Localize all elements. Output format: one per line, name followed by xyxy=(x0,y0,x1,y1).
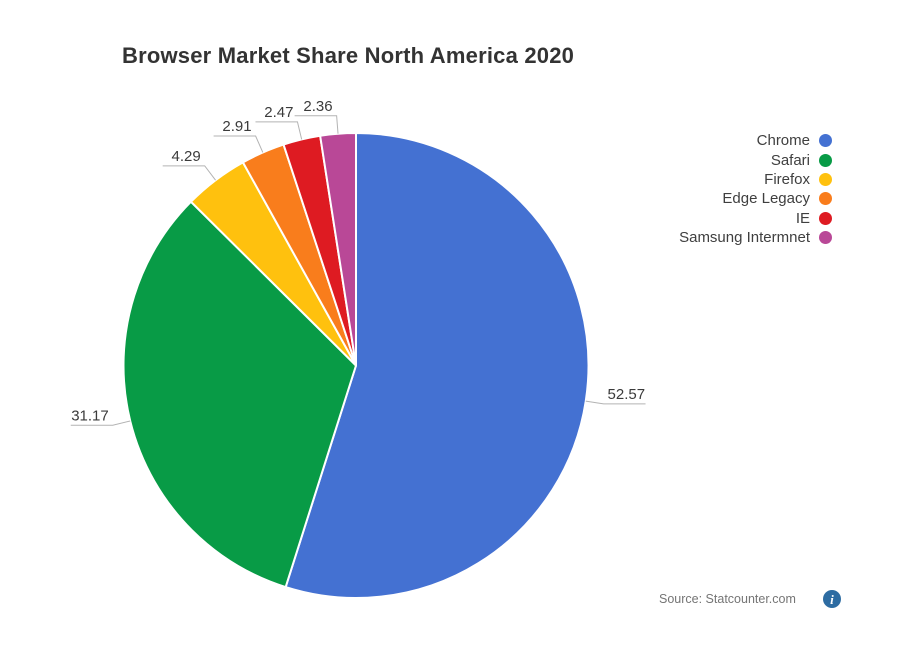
label-leader-line-chrome xyxy=(585,400,646,405)
info-icon[interactable]: i xyxy=(822,590,841,608)
legend-marker-safari xyxy=(819,153,832,167)
source-text: Source: Statcounter.com xyxy=(659,592,796,606)
label-leader-line-safari xyxy=(70,420,131,426)
legend-item-chrome[interactable]: Chrome xyxy=(679,131,832,150)
legend-marker-samsung-intermnet xyxy=(819,231,832,245)
legend-label-samsung-intermnet: Samsung Intermnet xyxy=(679,229,810,247)
legend-label-edge-legacy: Edge Legacy xyxy=(722,190,810,208)
label-leader-line-firefox xyxy=(162,165,216,181)
legend-item-edge-legacy[interactable]: Edge Legacy xyxy=(679,189,832,208)
legend-label-firefox: Firefox xyxy=(764,170,810,188)
label-leader-line-ie xyxy=(255,121,303,140)
pie-slice-safari[interactable] xyxy=(122,200,357,589)
legend-marker-ie xyxy=(819,211,832,225)
legend-label-chrome: Chrome xyxy=(756,132,810,150)
label-leader-line-samsung-intermnet xyxy=(294,115,339,134)
legend-item-samsung-intermnet[interactable]: Samsung Intermnet xyxy=(679,228,832,247)
source-note: Source: Statcounter.com i xyxy=(659,590,841,608)
legend: Chrome Safari Firefox Edge Legacy IE Samsung … xyxy=(679,131,832,247)
legend-marker-firefox xyxy=(819,172,832,186)
slice-value-label-samsung-intermnet: 2.36 xyxy=(303,98,332,115)
slice-value-label-edge-legacy: 2.91 xyxy=(222,118,251,135)
slice-value-label-safari: 31.17 xyxy=(71,407,109,424)
legend-marker-edge-legacy xyxy=(819,192,832,206)
legend-item-safari[interactable]: Safari xyxy=(679,150,832,169)
legend-item-ie[interactable]: IE xyxy=(679,209,832,228)
legend-label-safari: Safari xyxy=(770,151,810,169)
label-leader-line-edge-legacy xyxy=(213,135,264,153)
legend-marker-chrome xyxy=(819,134,832,148)
slice-value-label-ie: 2.47 xyxy=(264,104,293,121)
legend-label-ie: IE xyxy=(795,209,810,227)
legend-item-firefox[interactable]: Firefox xyxy=(679,170,832,189)
slice-value-label-chrome: 52.57 xyxy=(608,386,646,403)
chart-title: Browser Market Share North America 2020 xyxy=(122,43,575,68)
slice-value-label-firefox: 4.29 xyxy=(171,148,200,165)
